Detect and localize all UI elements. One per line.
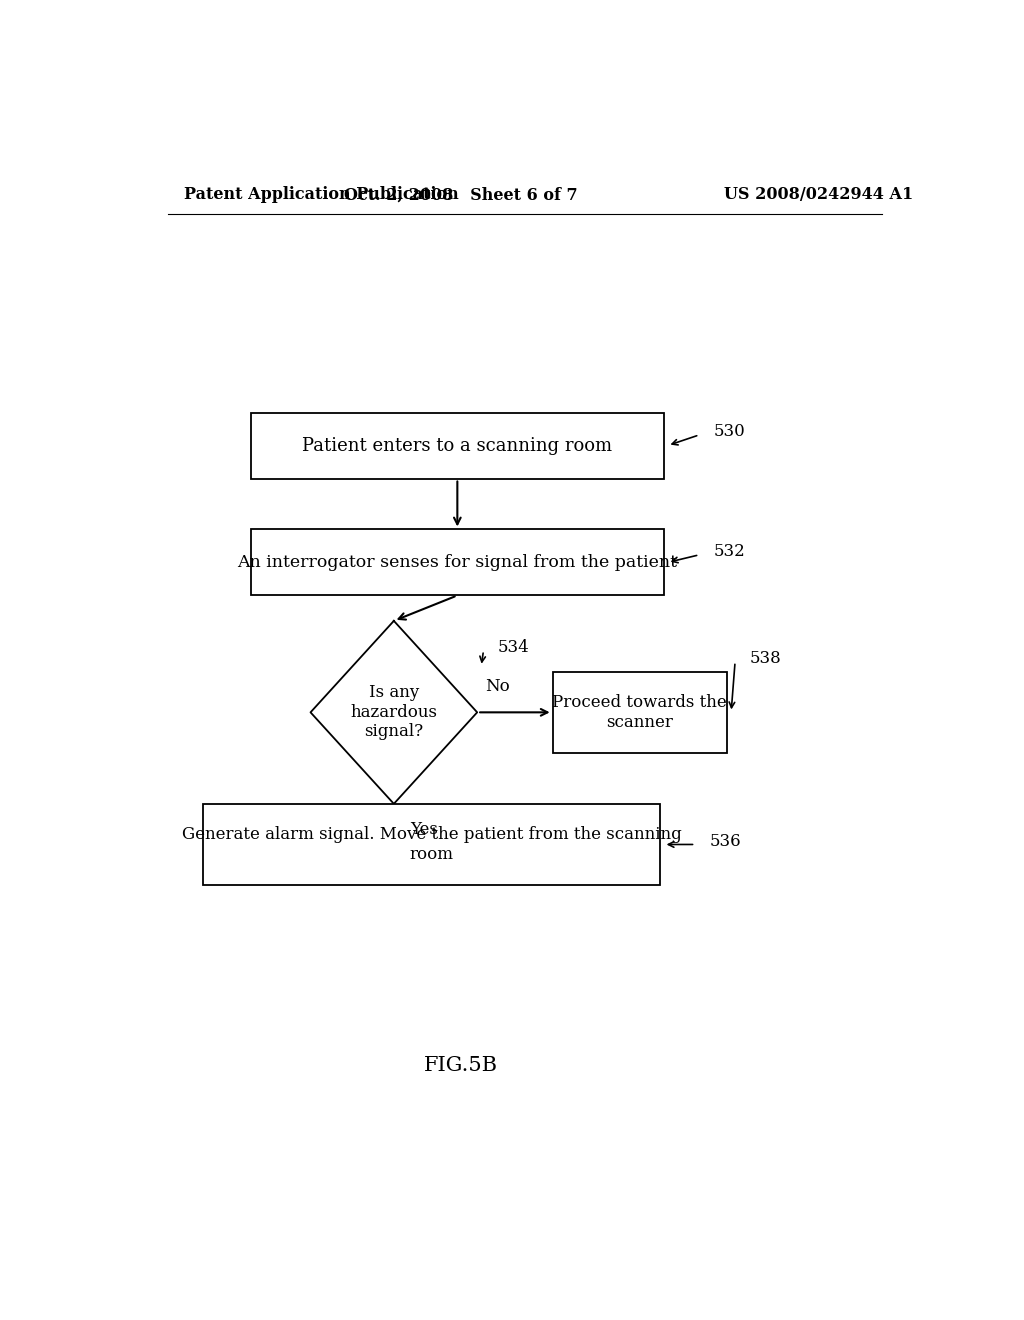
Text: An interrogator senses for signal from the patient: An interrogator senses for signal from t… — [238, 554, 677, 572]
Text: 534: 534 — [498, 639, 529, 656]
Text: Proceed towards the
scanner: Proceed towards the scanner — [553, 694, 727, 731]
Text: Patient enters to a scanning room: Patient enters to a scanning room — [302, 437, 612, 454]
Text: 530: 530 — [714, 424, 745, 441]
FancyBboxPatch shape — [204, 804, 659, 886]
FancyBboxPatch shape — [251, 529, 664, 595]
Text: 536: 536 — [710, 833, 741, 850]
Text: US 2008/0242944 A1: US 2008/0242944 A1 — [724, 186, 913, 203]
Polygon shape — [310, 620, 477, 804]
FancyBboxPatch shape — [251, 412, 664, 479]
Text: No: No — [485, 678, 510, 696]
Text: Yes: Yes — [410, 821, 437, 838]
Text: Patent Application Publication: Patent Application Publication — [183, 186, 459, 203]
Text: FIG.5B: FIG.5B — [424, 1056, 499, 1074]
Text: Is any
hazardous
signal?: Is any hazardous signal? — [350, 684, 437, 741]
Text: Generate alarm signal. Move the patient from the scanning
room: Generate alarm signal. Move the patient … — [181, 826, 681, 863]
Text: 538: 538 — [750, 649, 781, 667]
FancyBboxPatch shape — [553, 672, 727, 752]
Text: 532: 532 — [714, 544, 745, 560]
Text: Oct. 2, 2008   Sheet 6 of 7: Oct. 2, 2008 Sheet 6 of 7 — [344, 186, 579, 203]
